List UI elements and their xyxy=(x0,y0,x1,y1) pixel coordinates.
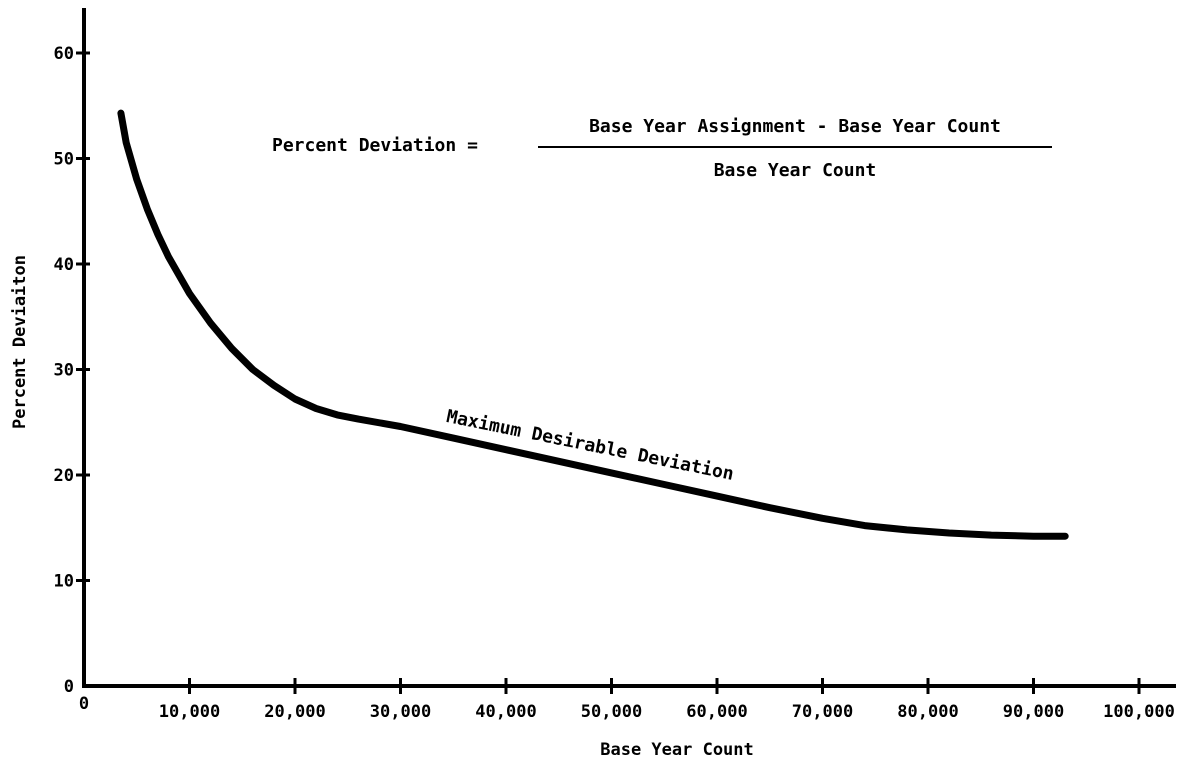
x-tick-label: 60,000 xyxy=(686,702,747,722)
x-tick-label: 10,000 xyxy=(159,702,220,722)
x-tick-label: 30,000 xyxy=(370,702,431,722)
y-tick-label: 0 xyxy=(64,677,74,697)
x-tick-label: 0 xyxy=(79,694,89,714)
x-tick-label: 40,000 xyxy=(475,702,536,722)
x-axis-title: Base Year Count xyxy=(600,740,754,759)
y-tick-label: 50 xyxy=(54,150,74,170)
y-ticks: 0 10 20 30 40 50 60 xyxy=(54,44,90,697)
x-tick-label: 70,000 xyxy=(792,702,853,722)
y-axis-title: Percent Deviaiton xyxy=(10,255,30,429)
formula-numerator: Base Year Assignment - Base Year Count xyxy=(589,116,1001,137)
x-ticks: 0 10,000 20,000 30,000 40,000 50,000 60,000 70,… xyxy=(79,678,1175,722)
x-tick-label: 50,000 xyxy=(581,702,642,722)
x-tick-label: 80,000 xyxy=(897,702,958,722)
y-tick-label: 10 xyxy=(54,572,74,592)
x-tick-label: 90,000 xyxy=(1003,702,1064,722)
formula-denominator: Base Year Count xyxy=(714,160,877,181)
x-tick-label: 20,000 xyxy=(264,702,325,722)
y-tick-label: 60 xyxy=(54,44,74,64)
series-line xyxy=(117,109,1069,540)
axes xyxy=(82,8,1176,688)
formula-lhs: Percent Deviation = xyxy=(272,135,478,156)
y-tick-label: 30 xyxy=(54,361,74,381)
y-tick-label: 40 xyxy=(54,255,74,275)
x-tick-label: 100,000 xyxy=(1103,702,1175,722)
y-tick-label: 20 xyxy=(54,466,74,486)
